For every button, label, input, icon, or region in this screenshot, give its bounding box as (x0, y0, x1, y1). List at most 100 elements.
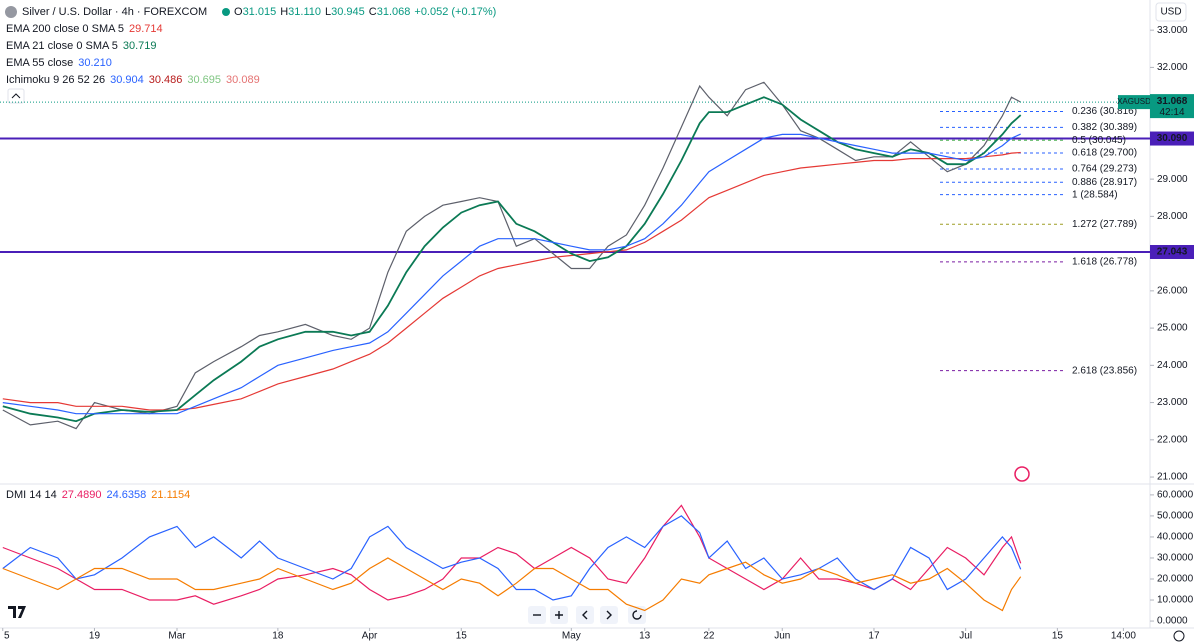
x-tick-label: 5 (4, 631, 10, 642)
zoom-in-icon (555, 611, 563, 619)
x-tick-label: 22 (703, 631, 715, 642)
reset-icon (632, 610, 642, 620)
logo (8, 606, 26, 618)
indicator-legend: EMA 55 close 30.210 (6, 57, 112, 69)
settings-button[interactable] (1173, 630, 1185, 642)
y-tick-label: 10.0000 (1157, 595, 1194, 606)
currency-button[interactable] (1155, 2, 1187, 22)
fib-label: 0.886 (28.917) (1072, 177, 1137, 188)
level-label-box (1150, 245, 1194, 260)
series-line (2, 81, 1021, 430)
series-line (2, 515, 1022, 601)
x-tick-label: 17 (868, 631, 880, 642)
ohlc-key: C (369, 6, 377, 18)
y-tick-label: 30.0000 (1157, 553, 1194, 564)
symbol-icon (5, 6, 17, 18)
y-tick-label: 26.000 (1157, 285, 1188, 296)
ohlc-key: H (280, 6, 288, 18)
series-line (2, 96, 1022, 423)
x-tick-label: 13 (639, 631, 651, 642)
legend-value: 30.904 (110, 74, 144, 86)
x-tick-label: 18 (272, 631, 284, 642)
x-tick-label: Apr (362, 631, 378, 642)
market-status-dot (222, 8, 230, 16)
header-title: Silver / U.S. Dollar · 4h · FOREXCOM (22, 6, 207, 18)
y-tick-label: 40.0000 (1157, 532, 1194, 543)
y-tick-label: 25.000 (1157, 323, 1188, 334)
legend-value: 27.4890 (62, 489, 102, 501)
x-tick-label: May (562, 631, 581, 642)
legend-value: 24.6358 (107, 489, 147, 501)
y-tick-label: 23.000 (1157, 397, 1188, 408)
indicator-legend: EMA 200 close 0 SMA 5 29.714 (6, 23, 163, 35)
y-tick-label: 32.000 (1157, 62, 1188, 73)
legend-value: 30.719 (123, 40, 157, 52)
legend-name: Ichimoku 9 26 52 26 (6, 74, 105, 86)
zoom-toolbar (526, 604, 650, 626)
ohlc-key: L (325, 6, 331, 18)
level-label: 30.090 (1157, 133, 1188, 144)
collapse-icon (11, 93, 21, 99)
symbol-label: XAGUSD (1117, 97, 1151, 106)
x-tick-label: Jul (959, 631, 972, 642)
scroll-right-icon (606, 610, 612, 620)
x-tick-label: 14:00 (1111, 631, 1136, 642)
ohlc-value: 31.015 (243, 6, 277, 18)
x-tick-label: Jun (774, 631, 790, 642)
x-tick-label: 15 (456, 631, 468, 642)
fib-label: 0.5 (30.045) (1072, 135, 1126, 146)
scroll-left-button[interactable] (576, 606, 594, 624)
legend-value: 29.714 (129, 23, 163, 35)
y-tick-label: 22.000 (1157, 434, 1188, 445)
legend-value: 21.1154 (151, 489, 190, 501)
x-tick-label: 15 (1052, 631, 1064, 642)
y-tick-label: 0.0000 (1157, 616, 1188, 627)
dmi-legend: DMI 14 14 27.4890 24.6358 21.1154 (6, 489, 190, 501)
fib-label: 0.236 (30.816) (1072, 106, 1137, 117)
alert-icon[interactable] (1014, 466, 1030, 482)
collapse-button[interactable] (7, 88, 25, 104)
reset-button[interactable] (628, 606, 646, 624)
y-tick-label: 28.000 (1157, 211, 1188, 222)
fib-label: 0.618 (29.700) (1072, 148, 1137, 159)
legend-name: EMA 200 close 0 SMA 5 (6, 23, 124, 35)
fib-label: 1 (28.584) (1072, 189, 1118, 200)
legend-value: 30.210 (78, 57, 112, 69)
legend-value: 30.486 (149, 74, 183, 86)
legend-name: EMA 55 close (6, 57, 73, 69)
x-tick-label: 19 (89, 631, 101, 642)
ohlc-key: O (234, 6, 243, 18)
change-value: +0.052 (+0.17%) (414, 6, 496, 18)
price-label-box (1150, 94, 1194, 119)
legend-value: 30.089 (226, 74, 260, 86)
fib-label: 2.618 (23.856) (1072, 365, 1137, 376)
series-line (2, 557, 1022, 612)
x-tick-label: Mar (168, 631, 186, 642)
currency-label: USD (1160, 7, 1181, 18)
ohlc-value: 31.068 (377, 6, 411, 18)
fib-label: 0.382 (30.389) (1072, 122, 1137, 133)
ohlc-value: 31.110 (288, 6, 321, 18)
series-line (2, 151, 1021, 411)
level-label: 27.043 (1157, 247, 1188, 258)
scroll-left-icon (582, 610, 588, 620)
y-tick-label: 21.000 (1157, 472, 1188, 483)
ohlc-readout: O31.015 H31.110 L30.945 C31.068 +0.052 (+0.1… (234, 6, 496, 18)
series-line (2, 133, 1021, 415)
countdown: 42:14 (1159, 107, 1184, 118)
scroll-right-button[interactable] (600, 606, 618, 624)
y-tick-label: 50.0000 (1157, 511, 1194, 522)
fib-label: 1.272 (27.789) (1072, 219, 1137, 230)
fib-label: 1.618 (26.778) (1072, 257, 1137, 268)
legend-value: 30.695 (187, 74, 221, 86)
y-tick-label: 24.000 (1157, 360, 1188, 371)
legend-name: DMI 14 14 (6, 489, 57, 501)
legend-name: EMA 21 close 0 SMA 5 (6, 40, 118, 52)
indicator-legend: EMA 21 close 0 SMA 5 30.719 (6, 40, 157, 52)
symbol-title: Silver / U.S. Dollar · 4h · FOREXCOM (22, 6, 207, 18)
price-label: 31.068 (1157, 96, 1188, 107)
y-tick-label: 33.000 (1157, 25, 1188, 36)
fib-label: 0.764 (29.273) (1072, 164, 1137, 175)
ohlc-value: 30.945 (331, 6, 365, 18)
